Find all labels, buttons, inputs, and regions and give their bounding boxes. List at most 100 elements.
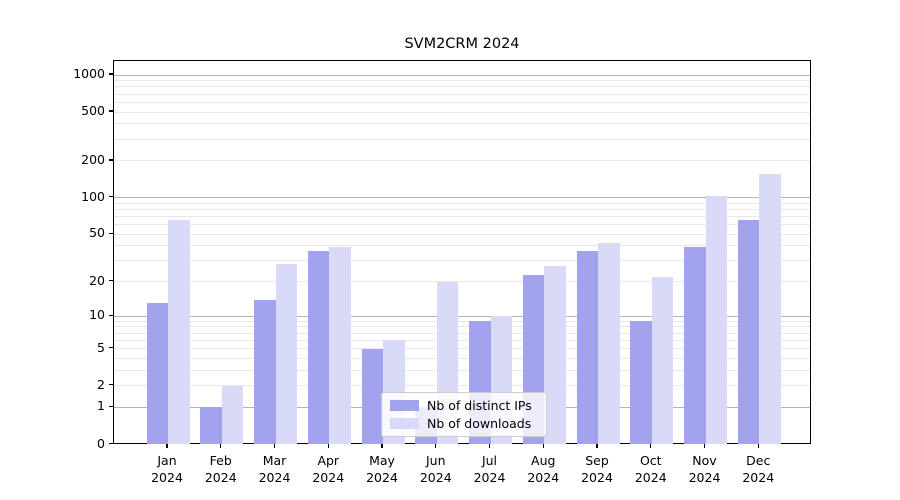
x-tick-month: Sep	[585, 452, 609, 468]
legend-swatch-distinct-ips	[390, 400, 419, 411]
gridline-major-100	[114, 197, 810, 199]
legend-label-downloads: Nb of downloads	[427, 416, 532, 431]
x-tick-label-dec: Dec 2024	[718, 452, 798, 486]
gridline-minor-90	[114, 202, 810, 204]
x-tick-year: 2024	[204, 469, 237, 485]
x-tick-feb	[220, 443, 222, 448]
bar-downloads-sep	[598, 243, 620, 445]
x-tick-month: Aug	[531, 452, 556, 468]
x-tick-label-oct: Oct 2024	[611, 452, 691, 486]
x-tick-label-jun: Jun 2024	[396, 452, 476, 486]
bar-distinct-ips-apr	[307, 251, 330, 445]
y-tick-10	[108, 314, 113, 316]
bar-downloads-aug	[544, 266, 566, 445]
gridline-minor-500	[114, 111, 810, 113]
bar-downloads-dec	[759, 174, 781, 445]
x-tick-label-sep: Sep 2024	[557, 452, 637, 486]
gridline-minor-9	[114, 320, 810, 322]
gridline-minor-8	[114, 326, 810, 328]
gridline-minor-3	[114, 369, 810, 371]
plot-area: Nb of distinct IPs Nb of downloads	[113, 60, 811, 445]
gridline-minor-50	[114, 233, 810, 235]
bar-distinct-ips-sep	[576, 251, 598, 445]
gridline-minor-7	[114, 332, 810, 334]
x-tick-aug	[542, 443, 544, 448]
bar-distinct-ips-nov	[684, 247, 706, 445]
y-tick-5	[108, 346, 113, 349]
x-tick-month: Jul	[481, 452, 498, 468]
gridline-minor-4	[114, 357, 810, 359]
x-tick-label-jan: Jan 2024	[127, 452, 207, 486]
y-tick-100	[108, 195, 113, 198]
bar-downloads-jan	[168, 220, 190, 445]
y-tick-20	[108, 279, 113, 282]
x-tick-month: May	[369, 452, 395, 468]
bar-downloads-oct	[651, 276, 674, 445]
x-tick-month: Jun	[425, 452, 446, 468]
x-tick-year: 2024	[634, 469, 667, 485]
bar-downloads-mar	[275, 264, 297, 445]
bar-distinct-ips-may	[361, 348, 383, 445]
y-tick-label-500: 500	[81, 103, 105, 119]
gridline-minor-30	[114, 260, 810, 262]
x-tick-year: 2024	[312, 469, 345, 485]
legend-label-distinct-ips: Nb of distinct IPs	[427, 398, 532, 413]
gridline-minor-6	[114, 339, 810, 341]
x-tick-may	[381, 443, 383, 448]
bar-distinct-ips-mar	[254, 299, 276, 445]
x-tick-mar	[273, 443, 276, 448]
gridline-minor-200	[114, 160, 810, 162]
y-tick-50	[108, 232, 113, 234]
gridline-minor-600	[114, 101, 810, 103]
gridline-minor-80	[114, 208, 810, 210]
x-tick-label-mar: Mar 2024	[235, 452, 315, 486]
y-tick-label-1000: 1000	[73, 66, 105, 82]
gridline-minor-70	[114, 216, 810, 218]
y-tick-0	[108, 442, 113, 445]
gridline-minor-800	[114, 86, 810, 88]
legend: Nb of distinct IPs Nb of downloads	[381, 392, 547, 437]
y-tick-label-10: 10	[89, 307, 105, 323]
chart-title: SVM2CRM 2024	[404, 36, 520, 52]
x-tick-year: 2024	[688, 469, 721, 485]
y-tick-label-50: 50	[89, 225, 105, 241]
x-tick-year: 2024	[527, 469, 560, 485]
gridline-minor-20	[114, 281, 810, 283]
x-tick-label-apr: Apr 2024	[288, 452, 368, 486]
gridline-minor-5	[114, 348, 810, 350]
x-tick-label-feb: Feb 2024	[181, 452, 261, 486]
x-tick-jun	[435, 443, 437, 448]
legend-entry-distinct-ips: Nb of distinct IPs	[390, 398, 538, 413]
y-tick-200	[108, 159, 113, 161]
gridline-major-1000	[114, 74, 810, 76]
y-tick-500	[108, 110, 113, 112]
x-tick-oct	[650, 443, 652, 448]
gridline-major-10	[114, 315, 810, 317]
x-tick-jul	[488, 443, 491, 448]
y-tick-label-0: 0	[97, 435, 105, 451]
gridline-minor-2	[114, 385, 810, 387]
bar-distinct-ips-oct	[630, 321, 652, 445]
x-tick-apr	[327, 443, 329, 448]
bar-downloads-feb	[221, 385, 244, 445]
bar-distinct-ips-dec	[737, 219, 760, 445]
gridline-minor-900	[114, 80, 810, 82]
x-tick-year: 2024	[151, 469, 183, 485]
legend-entry-downloads: Nb of downloads	[390, 416, 538, 431]
y-tick-2	[108, 384, 113, 386]
x-tick-year: 2024	[473, 469, 506, 485]
x-tick-month: Feb	[209, 452, 232, 468]
x-tick-month: Mar	[262, 452, 287, 468]
y-tick-label-20: 20	[89, 272, 105, 288]
gridline-minor-40	[114, 245, 810, 247]
x-tick-year: 2024	[742, 469, 775, 485]
x-tick-jan	[166, 443, 168, 448]
legend-swatch-downloads	[390, 418, 419, 429]
y-tick-1000	[108, 73, 113, 75]
y-tick-label-5: 5	[97, 339, 105, 355]
y-tick-label-200: 200	[81, 151, 105, 167]
x-tick-label-jul: Jul 2024	[450, 452, 530, 486]
y-tick-1	[108, 405, 113, 408]
x-tick-month: Apr	[317, 452, 340, 468]
